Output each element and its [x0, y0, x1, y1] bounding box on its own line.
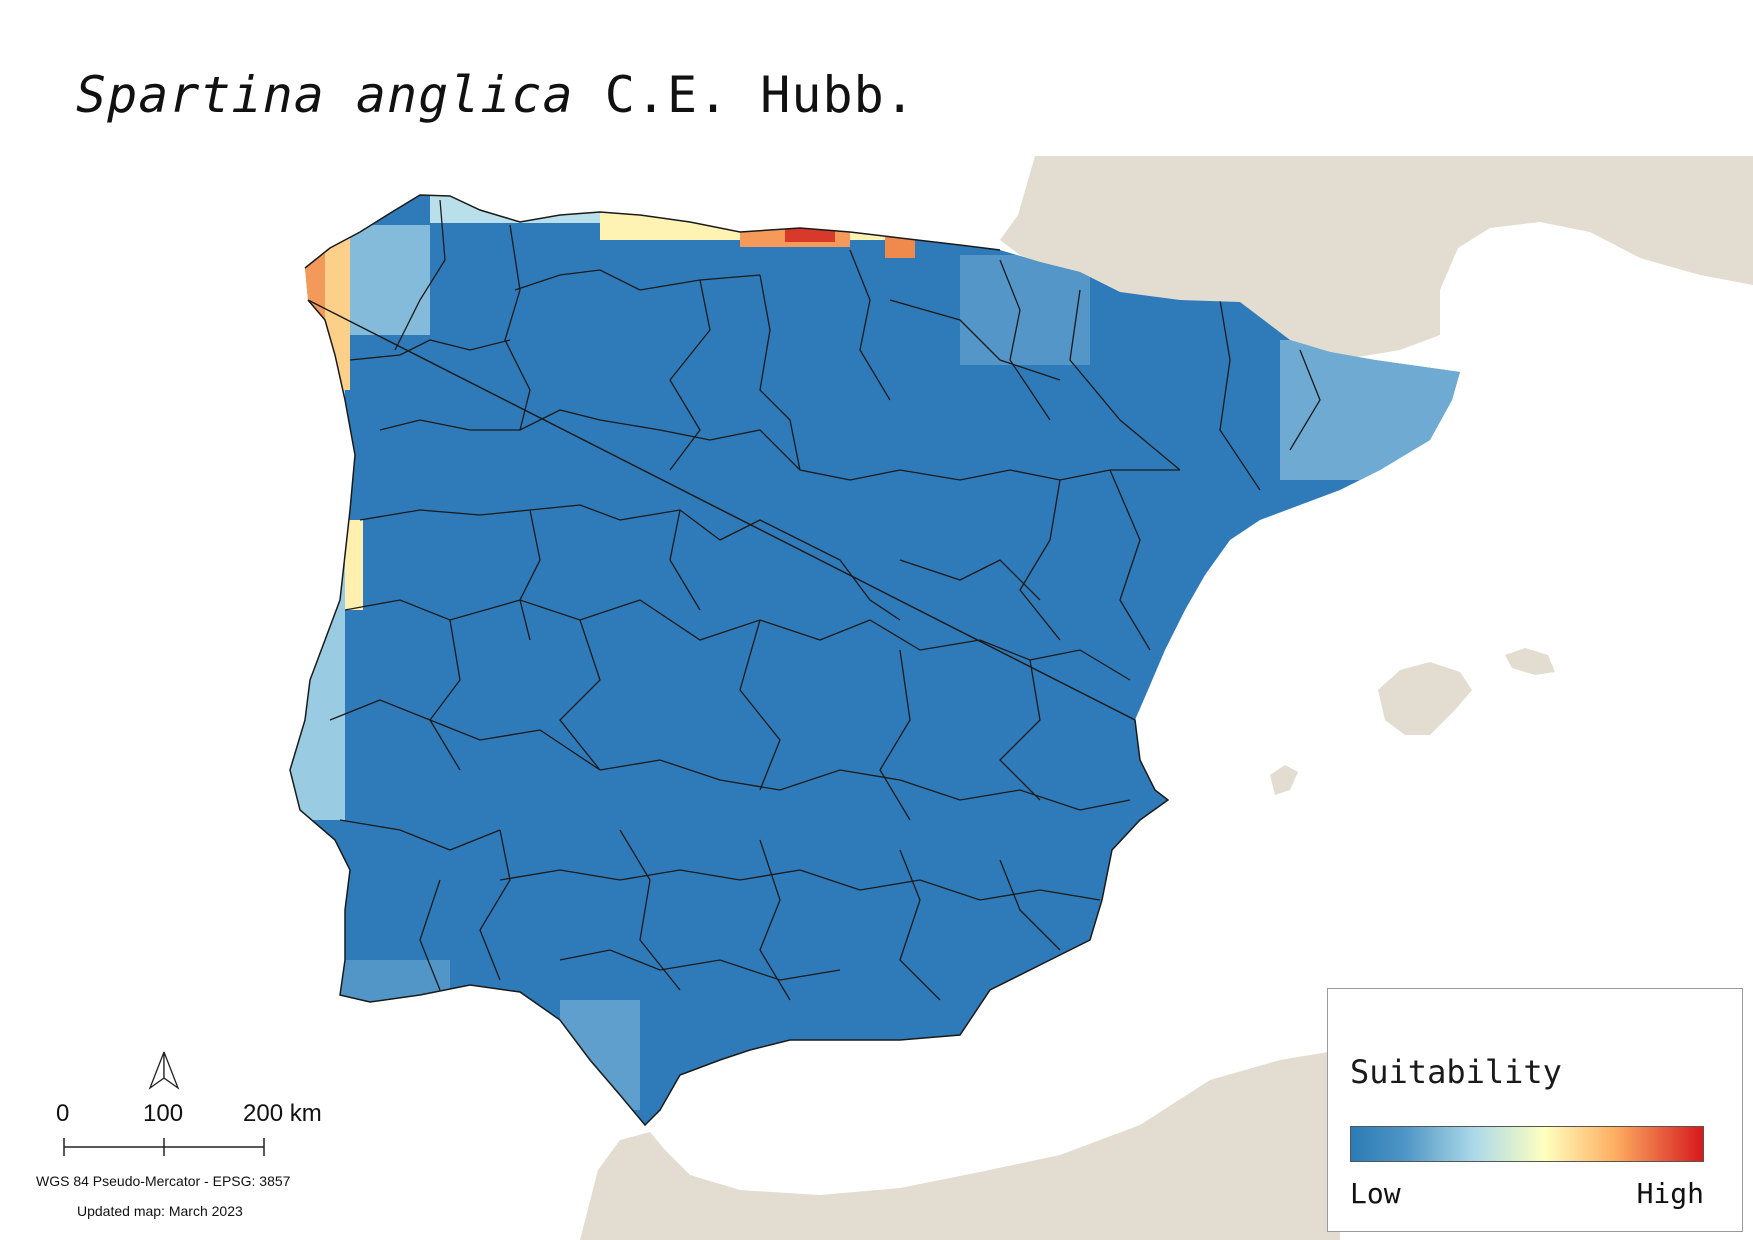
map-title: Spartina anglica C.E. Hubb. — [76, 66, 916, 124]
cadiz-light — [560, 1000, 640, 1110]
north-arrow-icon — [148, 1051, 180, 1090]
cantabria-orange — [885, 228, 915, 258]
species-name: Spartina anglica — [76, 66, 574, 124]
coastline — [289, 194, 1170, 1127]
mallorca-island — [1378, 662, 1472, 735]
france-landmass — [1000, 156, 1753, 360]
asturias-red — [785, 222, 835, 242]
galicia-inland-light — [350, 225, 430, 335]
legend: Suitability Low High — [1327, 988, 1743, 1232]
catalonia-light — [1280, 340, 1460, 480]
legend-high-label: High — [1636, 1177, 1704, 1210]
basque-light — [960, 255, 1090, 365]
scale-label-0: 0 — [56, 1100, 70, 1127]
scale-bar — [63, 1138, 265, 1156]
menorca-island — [1505, 648, 1555, 675]
legend-title: Suitability — [1350, 1053, 1562, 1091]
africa-landmass — [580, 1050, 1340, 1240]
scale-label-200km: 200 km — [243, 1100, 322, 1127]
scale-label-100: 100 — [143, 1100, 184, 1127]
north-coast-light-band — [430, 195, 1030, 223]
ibiza-island — [1270, 765, 1298, 795]
legend-color-ramp — [1350, 1126, 1704, 1162]
portugal-coast-yellow — [345, 520, 363, 610]
projection-text: WGS 84 Pseudo-Mercator - EPSG: 3857 — [36, 1173, 291, 1189]
iberia-suitability-raster — [290, 195, 1460, 1125]
legend-low-label: Low — [1350, 1177, 1401, 1210]
updated-text: Updated map: March 2023 — [77, 1203, 243, 1219]
species-authority: C.E. Hubb. — [604, 66, 916, 124]
province-boundaries — [329, 199, 1321, 1001]
